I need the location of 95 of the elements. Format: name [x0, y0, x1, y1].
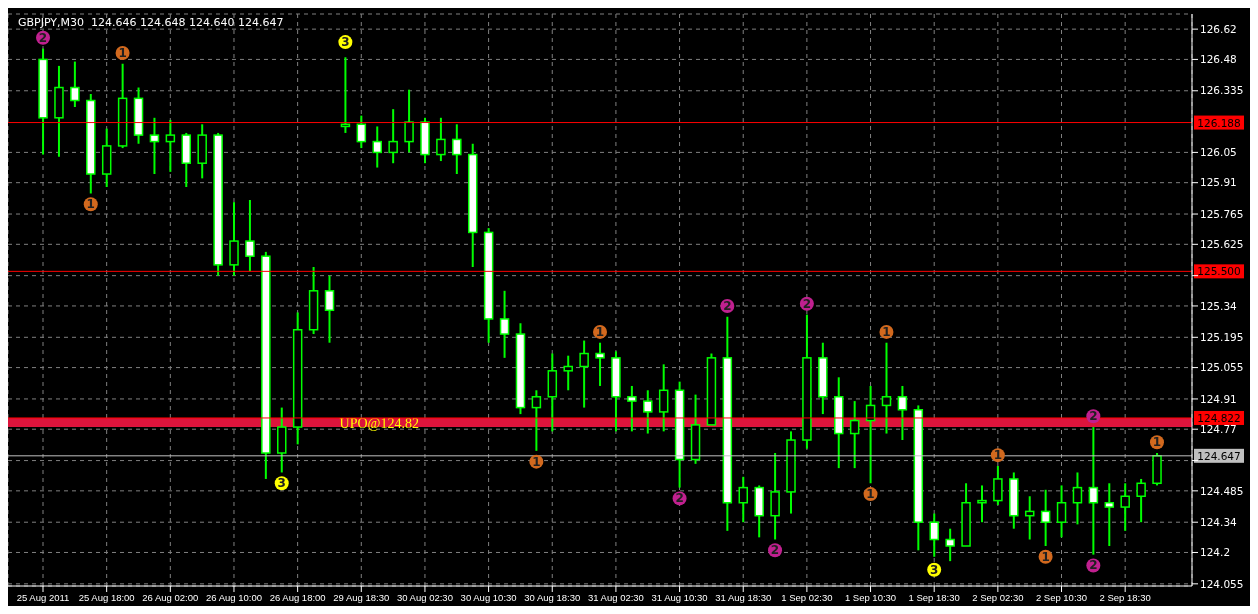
candlestick [1136, 477, 1146, 524]
candlestick [388, 108, 398, 165]
candlestick [563, 354, 573, 392]
candlestick [627, 384, 637, 433]
y-tick-label: 124.485 [1200, 484, 1244, 497]
x-tick-label: 31 Aug 02:30 [587, 591, 644, 603]
candlestick [165, 118, 176, 173]
x-tick-label: 26 Aug 02:00 [142, 591, 199, 603]
y-tick-label: 126.05 [1200, 146, 1237, 159]
candlestick [1040, 488, 1051, 547]
candlestick [897, 384, 908, 442]
candlestick [643, 389, 653, 435]
candlestick [499, 289, 510, 359]
y-tick-label: 125.625 [1200, 238, 1244, 251]
ref-line-label: 126.188 [1197, 116, 1241, 129]
candlestick [1104, 482, 1115, 547]
series-label: 2 [1089, 558, 1098, 573]
text: 1 [118, 45, 127, 60]
candlestick [1088, 426, 1099, 556]
text: 2 [1089, 409, 1098, 424]
series-label: 1 [1041, 549, 1050, 564]
band-label: UPO@124.82 [339, 415, 419, 431]
y-tick-label: 124.77 [1200, 422, 1237, 435]
x-tick-label: 30 Aug 18:30 [524, 591, 581, 603]
x-tick-label: 31 Aug 18:30 [715, 591, 772, 603]
y-tick-label: 125.34 [1200, 299, 1238, 312]
text: 2 [675, 491, 684, 506]
x-tick-label: 30 Aug 10:30 [460, 591, 517, 603]
text: 3 [277, 476, 286, 491]
chart-title: GBPJPY,M30 124.646 124.648 124.640 124.647 [18, 16, 284, 29]
x-tick-label: 29 Aug 18:30 [333, 591, 390, 603]
text: 2 [770, 543, 780, 558]
candlestick [993, 464, 1003, 506]
x-tick-label: 1 Sep 10:30 [844, 591, 897, 603]
candlestick [658, 363, 669, 433]
x-tick-label: 1 Sep 18:30 [908, 591, 960, 603]
candlestick [149, 116, 160, 176]
ref-line-label: 124.822 [1197, 411, 1241, 424]
candlestick [849, 400, 860, 470]
y-tick-label: 124.91 [1200, 392, 1237, 405]
candlestick [770, 452, 780, 541]
candlestick [977, 484, 987, 524]
x-tick-label: 30 Aug 02:30 [396, 591, 453, 603]
candlestick [245, 198, 255, 273]
text: 1 [532, 454, 541, 469]
text: 1 [866, 487, 875, 502]
candlestick [436, 116, 446, 163]
x-tick-label: 26 Aug 10:00 [205, 591, 262, 603]
ref-line-label: 124.647 [1197, 449, 1241, 462]
candlestick [452, 123, 462, 176]
x-tick-label: 31 Aug 10:30 [651, 591, 708, 603]
x-tick-label: 2 Sep 18:30 [1099, 591, 1151, 603]
candlestick [70, 60, 80, 108]
x-tick-label: 2 Sep 10:30 [1035, 591, 1088, 603]
y-tick-label: 124.34 [1200, 515, 1238, 528]
text: 1 [882, 324, 891, 339]
x-tick-label: 1 Sep 02:30 [781, 591, 833, 603]
x-tick-label: 26 Aug 18:00 [269, 591, 326, 603]
text: 2 [38, 30, 48, 45]
x-tick-label: 25 Aug 18:00 [78, 591, 135, 603]
y-tick-label: 124.2 [1200, 546, 1231, 559]
candlestick [881, 341, 892, 435]
candlestick [324, 274, 335, 344]
candlestick [1072, 471, 1083, 526]
y-tick-label: 126.48 [1200, 53, 1237, 66]
series-label: 2 [802, 296, 812, 311]
candlestick [372, 125, 382, 169]
text: 1 [86, 197, 95, 212]
candlestick [738, 475, 749, 524]
candlestick [595, 341, 605, 387]
candlestick [579, 339, 589, 409]
text: 1 [993, 448, 1003, 463]
x-tick-label: 2 Sep 02:30 [972, 591, 1024, 603]
series-label: 3 [341, 35, 350, 50]
candlestick [531, 389, 542, 452]
x-tick-label: 25 Aug 2011 [16, 591, 70, 603]
y-tick-label: 124.055 [1200, 577, 1244, 590]
y-tick-label: 125.055 [1200, 361, 1244, 374]
ref-line-label: 125.500 [1197, 265, 1241, 278]
y-tick-label: 125.91 [1200, 176, 1237, 189]
candlestick [356, 114, 367, 150]
y-tick-label: 125.765 [1200, 207, 1244, 220]
candlestick [404, 88, 414, 154]
candlestick [1056, 484, 1067, 539]
candlestick [1120, 482, 1130, 532]
y-tick-label: 126.335 [1200, 84, 1244, 97]
text: 2 [723, 298, 732, 313]
candlestick [945, 527, 955, 563]
y-tick-label: 126.62 [1200, 22, 1237, 35]
y-tick-label: 125.195 [1200, 331, 1244, 344]
candlestick [229, 201, 239, 277]
text: 1 [595, 324, 605, 339]
text: 1 [1152, 435, 1162, 450]
text: 3 [930, 562, 939, 577]
candlestick [929, 512, 939, 558]
